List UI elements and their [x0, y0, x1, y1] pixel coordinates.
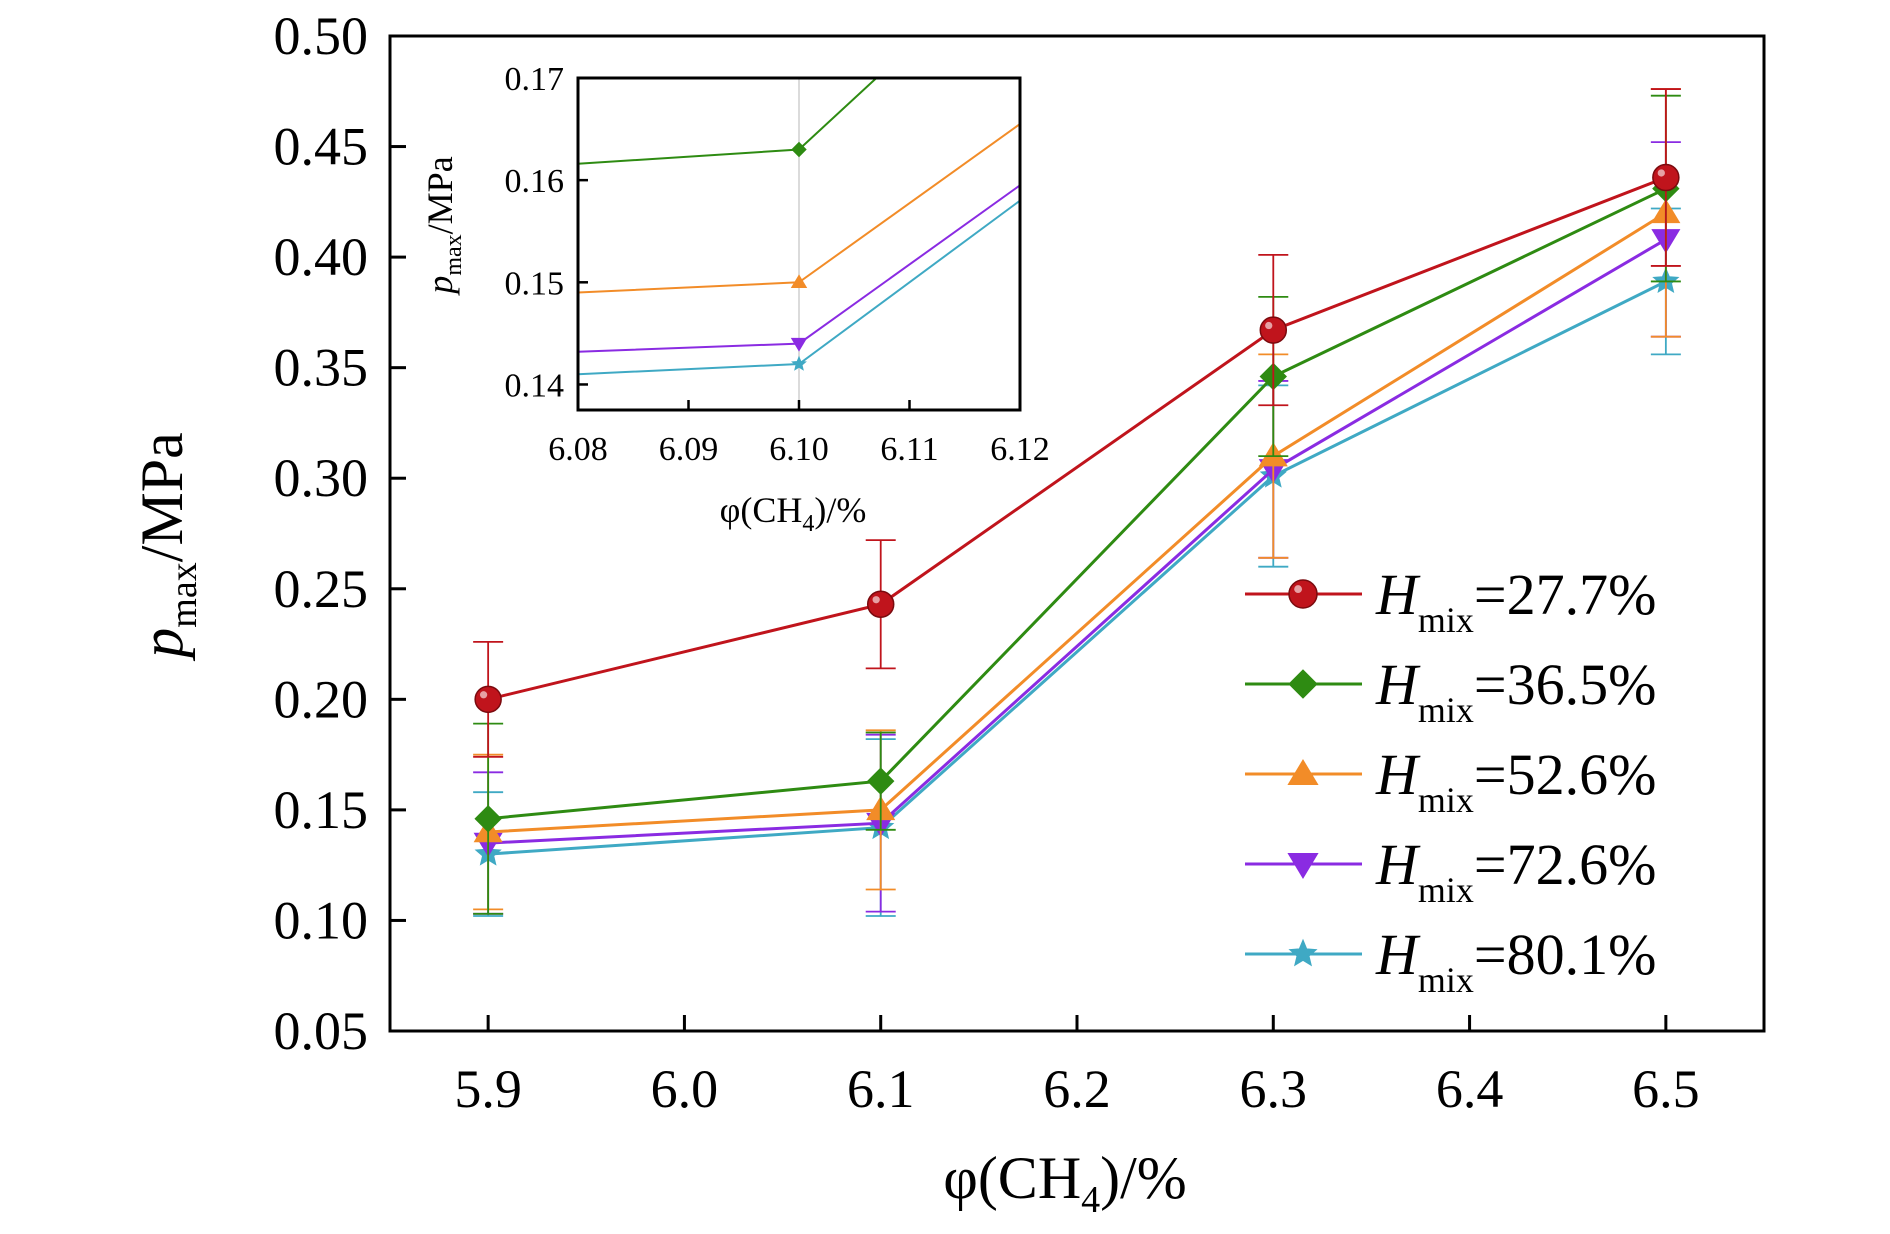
series-line: [487, 280, 1667, 856]
y-tick-label: 0.30: [274, 448, 369, 508]
inset-y-tick-label: 0.14: [505, 367, 565, 404]
inset-series-triangle-down: [578, 184, 1020, 353]
x-tick-label: 6.5: [1632, 1059, 1700, 1119]
inset-series-diamond: [578, 78, 878, 165]
series-line: [488, 211, 1667, 834]
data-point: [1259, 316, 1288, 344]
inset-x-tick-label: 6.11: [880, 431, 938, 468]
inset-x-tick-label: 6.10: [769, 431, 829, 468]
legend-label: Hmix=36.5%: [1375, 652, 1656, 730]
y-tick-label: 0.10: [274, 890, 369, 950]
y-tick-label: 0.20: [274, 669, 369, 729]
x-tick-label: 6.3: [1240, 1059, 1308, 1119]
series-circle: [473, 88, 1681, 758]
legend: Hmix=27.7% Hmix=36.5% Hmix=52.6% Hmix=72.6%…: [1245, 562, 1656, 1000]
y-tick-label: 0.15: [274, 780, 369, 840]
legend-marker: [1288, 938, 1318, 967]
legend-marker-highlight: [1294, 585, 1303, 594]
data-point-highlight: [1657, 169, 1665, 177]
inset-data-point: [790, 337, 808, 352]
inset-x-tick-label: 6.12: [990, 431, 1050, 468]
data-point-highlight: [872, 596, 880, 604]
x-tick-label: 6.1: [847, 1059, 915, 1119]
data-point: [1652, 163, 1680, 192]
inset-x-tick-label: 6.09: [659, 431, 719, 468]
data-point: [866, 590, 895, 619]
x-tick-label: 6.4: [1436, 1059, 1504, 1119]
y-tick-label: 0.40: [274, 227, 369, 287]
inset-y-tick-label: 0.15: [505, 265, 565, 302]
data-point: [474, 805, 502, 833]
inset-y-tick-label: 0.16: [505, 163, 565, 200]
legend-marker: [1287, 853, 1319, 879]
inset-x-axis-title: φ(CH4)/%: [720, 490, 867, 537]
legend-marker: [1288, 579, 1318, 609]
x-tick-label: 5.9: [454, 1059, 522, 1119]
inset-data-point: [791, 141, 807, 158]
data-point: [867, 767, 895, 795]
inset-chart: 6.08 6.09 6.10 6.11 6.12 0.14 0.15 0.16 0.17 φ(CH…: [420, 61, 1050, 537]
legend-marker: [1287, 759, 1319, 785]
legend-marker: [1288, 669, 1318, 699]
legend-label: Hmix=72.6%: [1375, 832, 1656, 910]
y-tick-label: 0.45: [274, 117, 369, 177]
inset-data-point: [790, 274, 808, 289]
x-tick-label: 6.2: [1043, 1059, 1111, 1119]
inset-data-point: [791, 355, 807, 371]
y-tick-label: 0.05: [274, 1001, 369, 1061]
inset-series-triangle-up: [578, 123, 1020, 294]
x-tick-label: 6.0: [651, 1059, 719, 1119]
legend-label: Hmix=80.1%: [1375, 922, 1656, 1000]
y-axis-title: pmax/MPa: [129, 432, 205, 661]
main-axes: 5.9 6.0 6.1 6.2 6.3 6.4 6.5 0.05 0.10 0.15 0.20 0.2…: [129, 6, 1766, 1221]
data-point-highlight: [1265, 321, 1273, 330]
y-tick-label: 0.50: [274, 6, 369, 66]
series-line: [487, 176, 1667, 701]
inset-y-axis-title: pmax/MPa: [420, 156, 467, 296]
inset-series-star: [578, 199, 1020, 376]
data-point-highlight: [479, 691, 488, 699]
x-axis-title: φ(CH4)/%: [943, 1145, 1187, 1221]
data-point: [474, 685, 502, 714]
inset-y-tick-label: 0.17: [505, 61, 565, 98]
legend-label: Hmix=52.6%: [1375, 742, 1656, 820]
legend-label: Hmix=27.7%: [1375, 562, 1656, 640]
y-tick-label: 0.35: [274, 338, 369, 398]
inset-series: [578, 78, 1020, 376]
y-tick-label: 0.25: [274, 559, 369, 619]
series-line: [488, 238, 1667, 845]
series-line: [487, 187, 1667, 821]
inset-x-tick-label: 6.08: [548, 431, 608, 468]
